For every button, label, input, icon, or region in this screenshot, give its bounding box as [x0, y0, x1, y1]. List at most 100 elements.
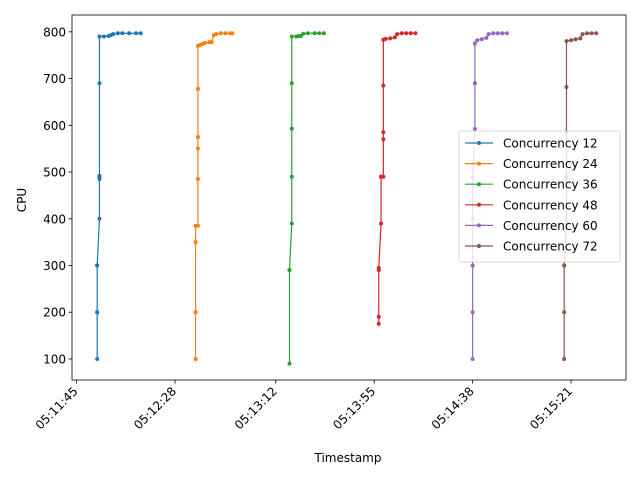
- data-point: [193, 310, 198, 315]
- data-point: [504, 31, 509, 36]
- data-point: [214, 32, 219, 37]
- data-point: [486, 32, 491, 37]
- data-point: [97, 34, 102, 39]
- data-point: [193, 356, 198, 361]
- y-tick-label: 100: [43, 352, 66, 366]
- y-tick-label: 300: [43, 259, 66, 273]
- data-point: [193, 240, 198, 245]
- data-point: [115, 31, 120, 36]
- data-point: [230, 31, 235, 36]
- data-point: [376, 265, 381, 270]
- data-point: [305, 31, 310, 36]
- data-point: [562, 263, 567, 268]
- data-point: [472, 127, 477, 132]
- data-point: [317, 31, 322, 36]
- data-point: [479, 37, 484, 42]
- series-2: [193, 31, 235, 361]
- data-point: [202, 41, 207, 46]
- data-point: [102, 34, 107, 39]
- data-point: [585, 31, 590, 36]
- data-point: [573, 37, 578, 42]
- data-point: [379, 221, 384, 226]
- data-point: [594, 31, 599, 36]
- data-point: [127, 31, 132, 36]
- data-point: [376, 321, 381, 326]
- legend-label: Concurrency 60: [503, 219, 598, 233]
- legend-entry: Concurrency 24: [465, 157, 598, 171]
- data-point: [111, 32, 116, 37]
- legend-entry: Concurrency 48: [465, 198, 598, 212]
- y-tick-label: 500: [43, 166, 66, 180]
- legend-marker-swatch: [477, 141, 481, 145]
- data-point: [223, 31, 228, 36]
- data-point: [95, 263, 100, 268]
- data-point: [287, 361, 292, 366]
- legend-label: Concurrency 12: [503, 137, 598, 151]
- data-point: [564, 39, 569, 44]
- data-point: [134, 31, 139, 36]
- data-point: [404, 31, 409, 36]
- data-point: [580, 32, 585, 37]
- data-point: [97, 216, 102, 221]
- data-point: [138, 31, 143, 36]
- data-point: [218, 31, 223, 36]
- y-tick-label: 400: [43, 212, 66, 226]
- data-point: [472, 81, 477, 86]
- data-point: [381, 174, 386, 179]
- data-point: [470, 310, 475, 315]
- data-point: [195, 134, 200, 139]
- data-point: [312, 31, 317, 36]
- y-axis-label: CPU: [15, 188, 29, 212]
- y-tick-label: 200: [43, 306, 66, 320]
- data-point: [562, 310, 567, 315]
- data-point: [289, 126, 294, 131]
- data-point: [484, 35, 489, 40]
- data-point: [95, 310, 100, 315]
- data-point: [470, 263, 475, 268]
- data-point: [289, 81, 294, 86]
- data-point: [381, 83, 386, 88]
- data-point: [195, 223, 200, 228]
- data-point: [120, 31, 125, 36]
- data-point: [97, 177, 102, 182]
- data-point: [589, 31, 594, 36]
- data-point: [95, 356, 100, 361]
- data-point: [209, 40, 214, 45]
- legend-entry: Concurrency 12: [465, 137, 598, 151]
- series-1: [95, 31, 143, 361]
- legend-label: Concurrency 48: [503, 198, 598, 212]
- data-point: [97, 81, 102, 86]
- y-tick-label: 700: [43, 72, 66, 86]
- legend-marker-swatch: [477, 161, 481, 166]
- data-point: [195, 146, 200, 151]
- data-point: [97, 173, 102, 178]
- data-point: [376, 314, 381, 319]
- data-point: [491, 31, 496, 36]
- data-point: [399, 31, 404, 36]
- data-point: [381, 137, 386, 142]
- data-point: [413, 31, 418, 36]
- data-point: [578, 36, 583, 41]
- data-point: [495, 31, 500, 36]
- data-point: [287, 268, 292, 273]
- data-point: [392, 35, 397, 40]
- data-point: [301, 31, 306, 36]
- y-tick-label: 600: [43, 119, 66, 133]
- data-point: [381, 130, 386, 135]
- data-point: [289, 221, 294, 226]
- data-point: [500, 31, 505, 36]
- legend-entry: Concurrency 72: [465, 240, 598, 254]
- data-point: [195, 177, 200, 182]
- data-point: [562, 356, 567, 361]
- series-4: [376, 31, 418, 326]
- data-point: [383, 36, 388, 41]
- data-point: [472, 41, 477, 46]
- data-point: [569, 38, 574, 43]
- legend-marker-swatch: [477, 223, 481, 228]
- legend-label: Concurrency 24: [503, 157, 598, 171]
- series-3: [287, 31, 326, 366]
- data-point: [564, 84, 569, 89]
- data-point: [195, 86, 200, 91]
- data-point: [321, 31, 326, 36]
